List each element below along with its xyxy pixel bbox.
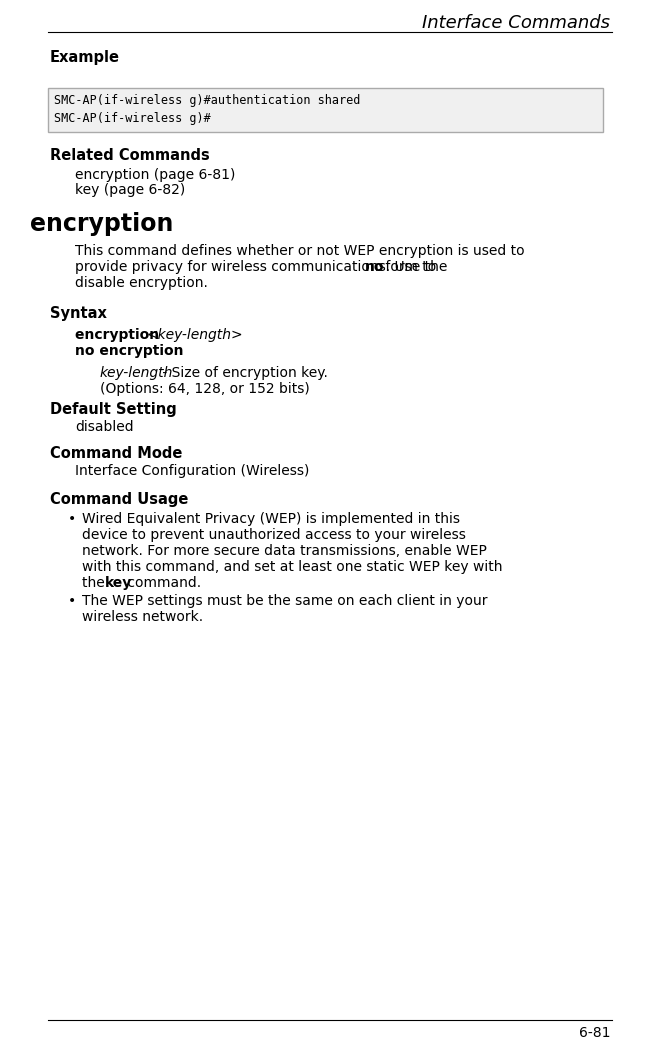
Text: provide privacy for wireless communications. Use the: provide privacy for wireless communicati…	[75, 260, 452, 274]
FancyBboxPatch shape	[48, 88, 603, 132]
Text: SMC-AP(if-wireless g)#: SMC-AP(if-wireless g)#	[54, 112, 211, 125]
Text: Syntax: Syntax	[50, 306, 107, 321]
Text: Command Mode: Command Mode	[50, 446, 183, 461]
Text: key: key	[105, 576, 132, 591]
Text: This command defines whether or not WEP encryption is used to: This command defines whether or not WEP …	[75, 244, 525, 258]
Text: (Options: 64, 128, or 152 bits): (Options: 64, 128, or 152 bits)	[100, 382, 309, 396]
Text: encryption: encryption	[75, 328, 164, 342]
Text: disable encryption.: disable encryption.	[75, 276, 208, 290]
Text: 6-81: 6-81	[579, 1026, 610, 1040]
Text: encryption: encryption	[30, 211, 173, 236]
Text: the: the	[82, 576, 109, 591]
Text: Command Usage: Command Usage	[50, 492, 189, 507]
Text: encryption (page 6-81): encryption (page 6-81)	[75, 168, 235, 182]
Text: - Size of encryption key.: - Size of encryption key.	[158, 366, 328, 380]
Text: device to prevent unauthorized access to your wireless: device to prevent unauthorized access to…	[82, 528, 466, 542]
Text: key-length: key-length	[100, 366, 173, 380]
Text: Wired Equivalent Privacy (WEP) is implemented in this: Wired Equivalent Privacy (WEP) is implem…	[82, 512, 460, 526]
Text: SMC-AP(if-wireless g)#authentication shared: SMC-AP(if-wireless g)#authentication sha…	[54, 94, 361, 107]
Text: with this command, and set at least one static WEP key with: with this command, and set at least one …	[82, 560, 503, 574]
Text: Default Setting: Default Setting	[50, 402, 177, 417]
Text: no: no	[365, 260, 384, 274]
Text: disabled: disabled	[75, 420, 133, 435]
Text: wireless network.: wireless network.	[82, 610, 203, 624]
Text: network. For more secure data transmissions, enable WEP: network. For more secure data transmissi…	[82, 544, 487, 558]
Text: no encryption: no encryption	[75, 344, 183, 358]
Text: •: •	[68, 512, 76, 526]
Text: •: •	[68, 594, 76, 608]
Text: Interface Configuration (Wireless): Interface Configuration (Wireless)	[75, 464, 309, 478]
Text: command.: command.	[123, 576, 201, 591]
Text: key (page 6-82): key (page 6-82)	[75, 183, 185, 197]
Text: The WEP settings must be the same on each client in your: The WEP settings must be the same on eac…	[82, 594, 487, 608]
Text: form to: form to	[381, 260, 436, 274]
Text: Example: Example	[50, 50, 120, 65]
Text: Related Commands: Related Commands	[50, 148, 210, 163]
Text: Interface Commands: Interface Commands	[422, 14, 610, 32]
Text: <key-length>: <key-length>	[147, 328, 244, 342]
